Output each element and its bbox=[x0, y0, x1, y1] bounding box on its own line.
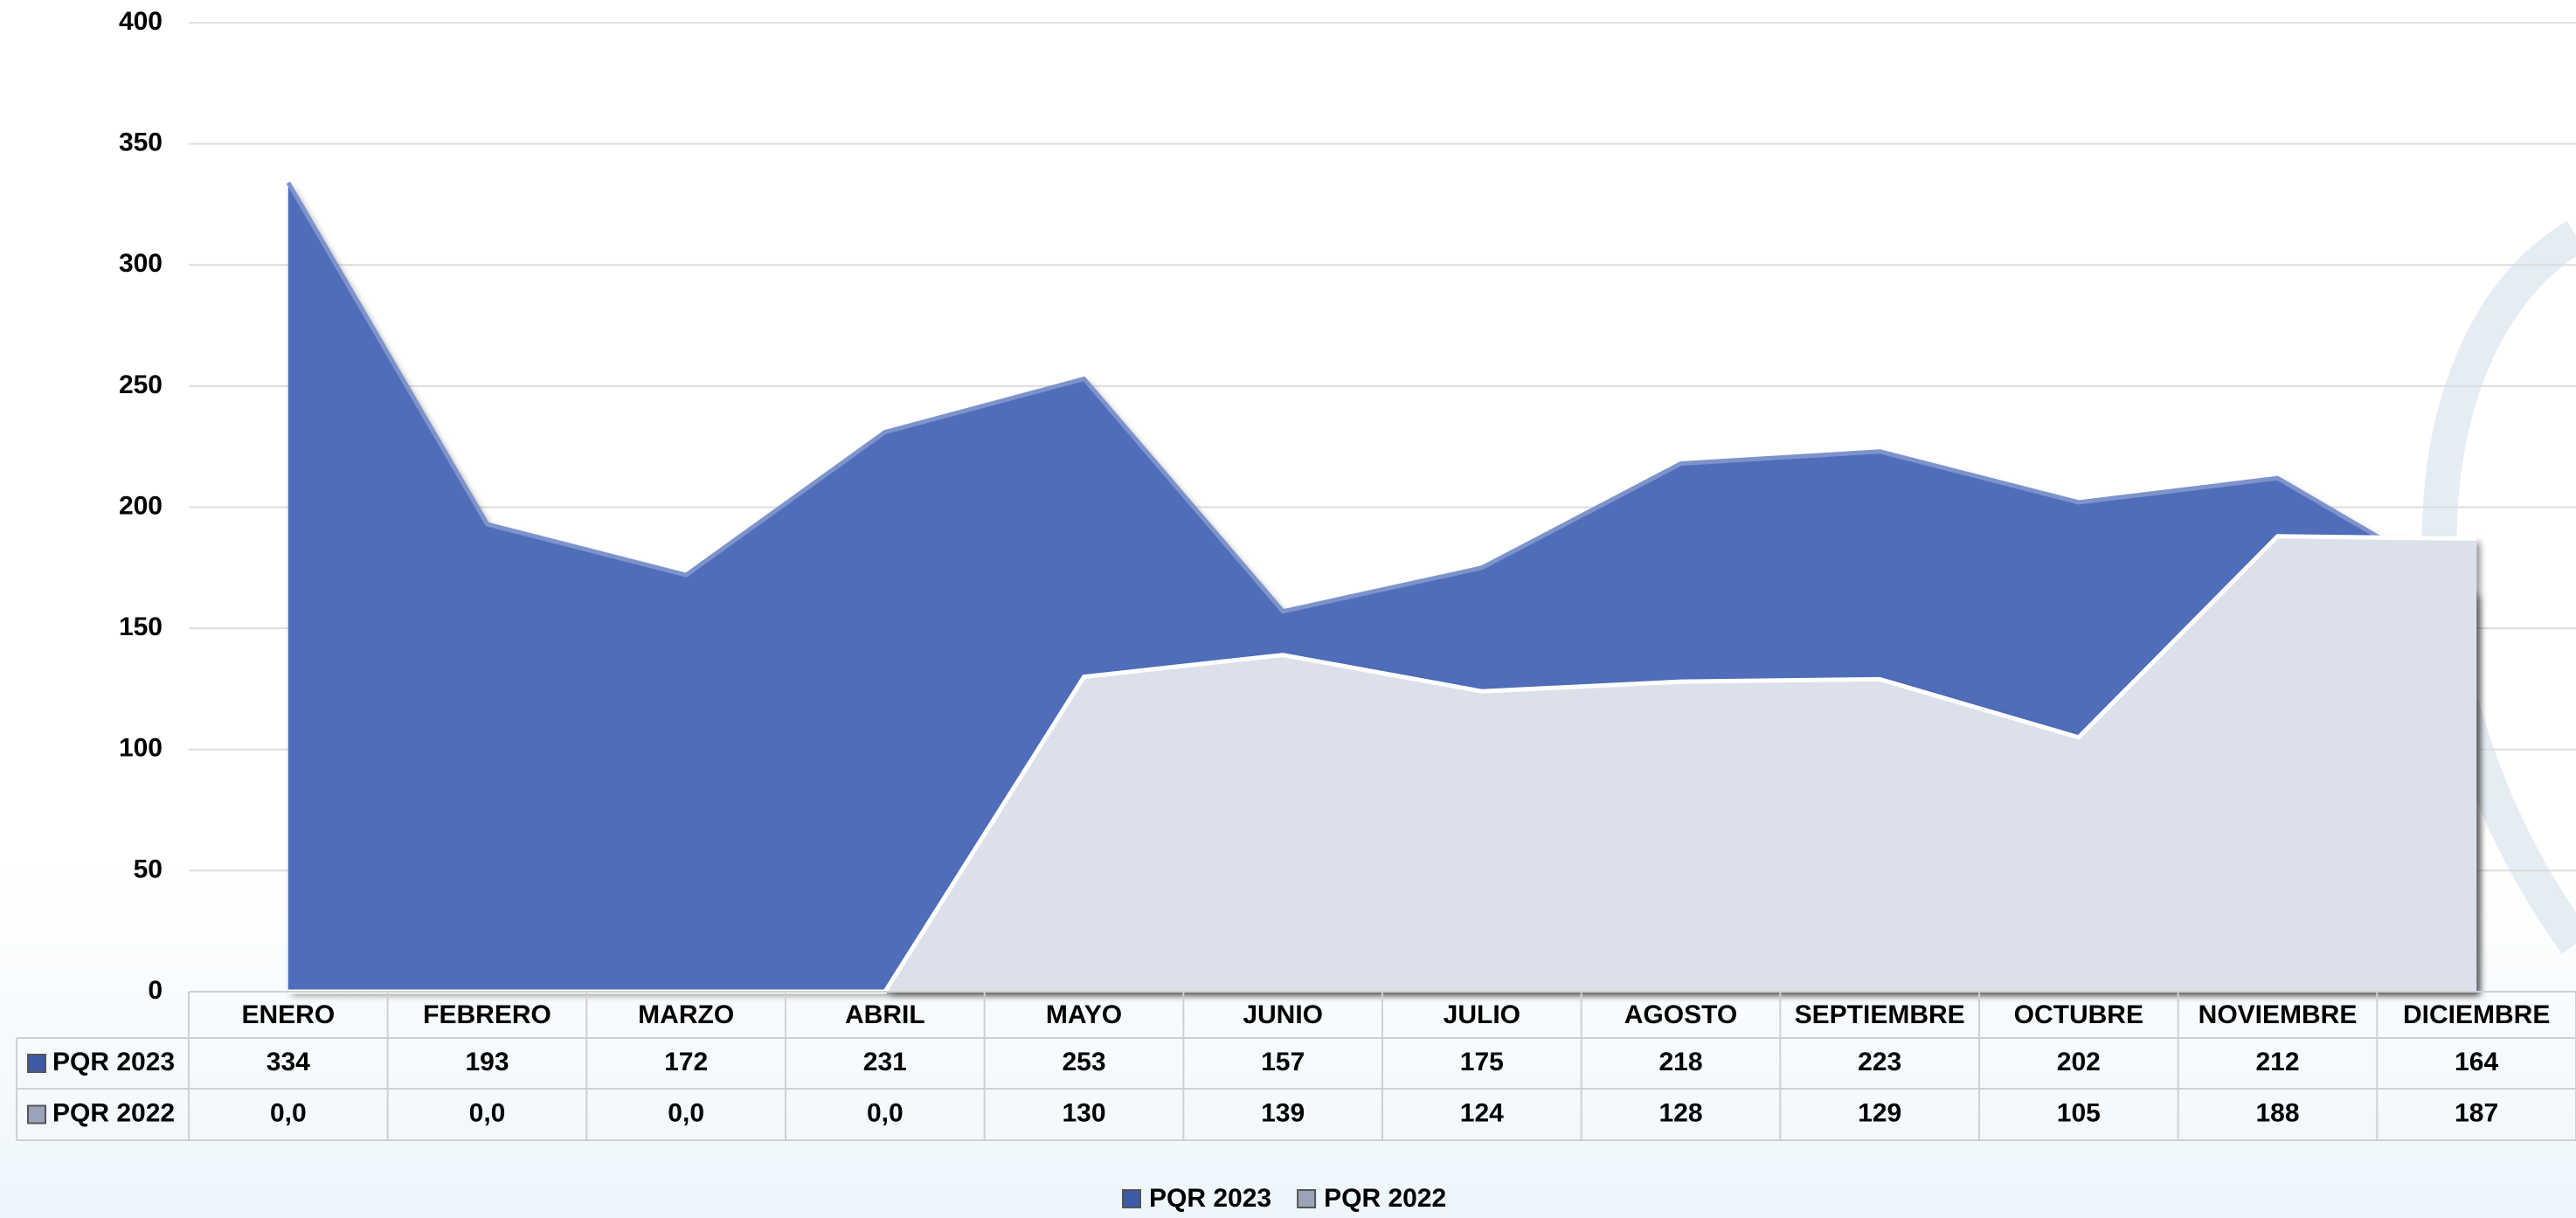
x-tick-label: DICIEMBRE bbox=[2403, 1000, 2550, 1029]
y-tick-label: 300 bbox=[119, 249, 163, 278]
x-tick-label: ABRIL bbox=[845, 1000, 925, 1029]
area-top-line bbox=[286, 181, 2478, 614]
table-value: 0,0 bbox=[469, 1098, 506, 1127]
table-value: 334 bbox=[267, 1048, 310, 1076]
table-value: 223 bbox=[1858, 1048, 1901, 1076]
x-tick-label: MARZO bbox=[638, 1000, 734, 1029]
table-value: 175 bbox=[1460, 1048, 1504, 1076]
table-value: 253 bbox=[1062, 1048, 1105, 1076]
table-value: 0,0 bbox=[270, 1098, 307, 1127]
table-row-label: PQR 2023 bbox=[52, 1048, 175, 1076]
table-value: 172 bbox=[664, 1048, 708, 1076]
table-value: 157 bbox=[1261, 1048, 1305, 1076]
table-value: 202 bbox=[2057, 1048, 2101, 1076]
table-legend-key bbox=[27, 1054, 46, 1073]
x-tick-label: OCTUBRE bbox=[2014, 1000, 2143, 1029]
y-tick-label: 100 bbox=[119, 734, 163, 763]
x-tick-label: AGOSTO bbox=[1624, 1000, 1737, 1029]
x-tick-label: NOVIEMBRE bbox=[2199, 1000, 2358, 1029]
table-value: 130 bbox=[1062, 1098, 1105, 1127]
y-tick-label: 200 bbox=[119, 491, 163, 520]
y-tick-label: 250 bbox=[119, 370, 163, 399]
legend-label: PQR 2022 bbox=[1324, 1184, 1446, 1213]
y-tick-label: 350 bbox=[119, 128, 163, 157]
table-value: 139 bbox=[1261, 1098, 1305, 1127]
legend-key bbox=[1122, 1189, 1141, 1208]
table-value: 231 bbox=[863, 1048, 907, 1076]
table-value: 0,0 bbox=[867, 1098, 904, 1127]
y-tick-label: 400 bbox=[119, 7, 163, 36]
x-tick-label: SEPTIEMBRE bbox=[1795, 1000, 1965, 1029]
x-tick-label: ENERO bbox=[241, 1000, 335, 1029]
legend-label: PQR 2023 bbox=[1149, 1184, 1271, 1213]
background-swoosh bbox=[2421, 220, 2576, 954]
y-tick-label: 0 bbox=[148, 976, 163, 1005]
table-value: 105 bbox=[2057, 1098, 2101, 1127]
legend-key bbox=[1297, 1189, 1317, 1208]
table-value: 128 bbox=[1658, 1098, 1702, 1127]
table-row-label: PQR 2022 bbox=[52, 1098, 175, 1127]
area-fill bbox=[287, 536, 2477, 992]
table-legend-key bbox=[27, 1104, 46, 1125]
x-tick-label: JUNIO bbox=[1243, 1000, 1323, 1029]
y-tick-label: 50 bbox=[134, 855, 163, 883]
table-value: 193 bbox=[465, 1048, 509, 1076]
table-value: 164 bbox=[2455, 1048, 2498, 1076]
x-tick-label: JULIO bbox=[1444, 1000, 1520, 1029]
table-value: 188 bbox=[2255, 1098, 2299, 1127]
x-tick-label: MAYO bbox=[1046, 1000, 1122, 1029]
table-value: 129 bbox=[1858, 1098, 1901, 1127]
table-value: 187 bbox=[2455, 1098, 2498, 1127]
x-tick-label: FEBRERO bbox=[423, 1000, 551, 1029]
y-tick-label: 150 bbox=[119, 612, 163, 641]
table-value: 0,0 bbox=[668, 1098, 704, 1127]
table-value: 124 bbox=[1460, 1098, 1504, 1127]
table-value: 212 bbox=[2255, 1048, 2299, 1076]
table-value: 218 bbox=[1658, 1048, 1702, 1076]
